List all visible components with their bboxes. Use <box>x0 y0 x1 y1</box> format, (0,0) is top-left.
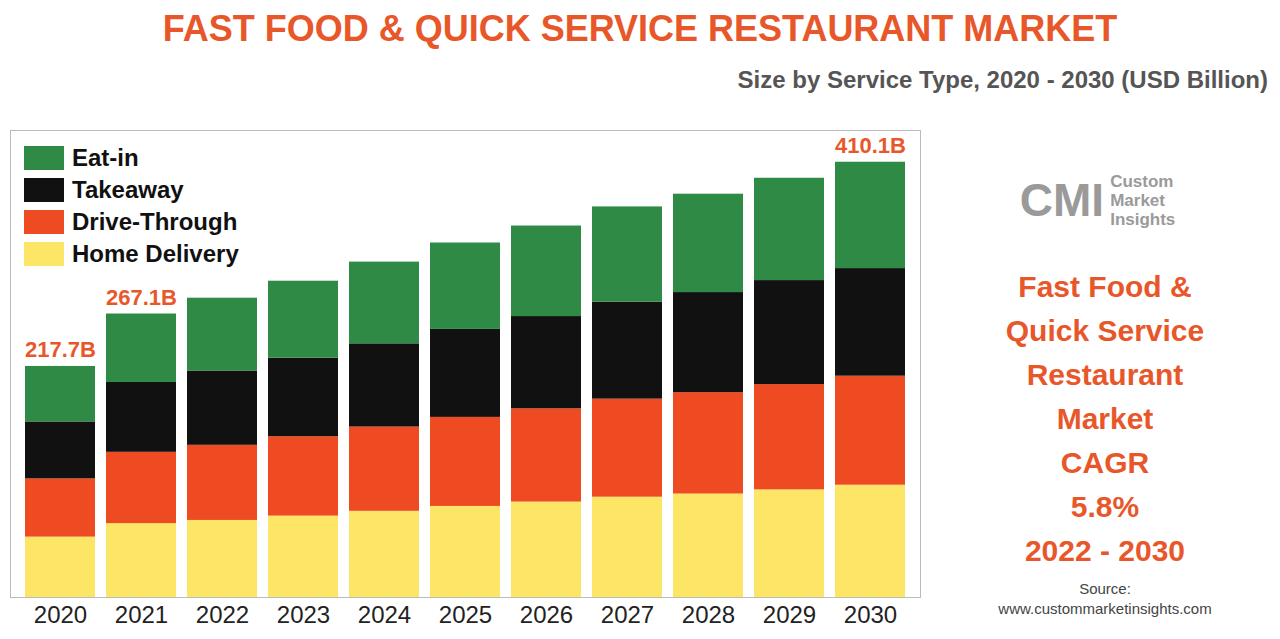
svg-text:2027: 2027 <box>601 601 654 628</box>
html-text:CMI: CMI <box>1019 174 1105 226</box>
html-text:2022 - 2030: 2022 - 2030 <box>1024 534 1186 567</box>
html-text:Market: Market <box>1056 402 1154 435</box>
html-text:Restaurant: Restaurant <box>1026 358 1184 391</box>
html-text:FAST FOOD & QUICK SERVICE REST: FAST FOOD & QUICK SERVICE RESTAURANT MAR… <box>162 8 1118 49</box>
html-text:CAGR: CAGR <box>1060 446 1150 479</box>
svg-text:410.1B: 410.1B <box>835 133 906 158</box>
svg-text:2022: 2022 <box>196 601 249 628</box>
html-text:Custom Market Insights: Custom Market Insights <box>1110 171 1176 229</box>
svg-text:2030: 2030 <box>844 601 897 628</box>
html-text:5.8%: 5.8% <box>1070 490 1140 523</box>
svg-text:2025: 2025 <box>439 601 492 628</box>
html-text:Eat-in: Eat-in <box>72 144 139 171</box>
svg-text:2020: 2020 <box>34 601 87 628</box>
html-text:www.custommarketinsights.com: www.custommarketinsights.com <box>998 600 1212 617</box>
svg-text:2029: 2029 <box>763 601 816 628</box>
html-text:Home Delivery: Home Delivery <box>72 240 239 267</box>
svg-text:267.1B: 267.1B <box>106 285 177 310</box>
svg-text:2026: 2026 <box>520 601 573 628</box>
html-text:Quick Service: Quick Service <box>1005 314 1205 347</box>
html-text:Fast Food &: Fast Food & <box>1018 270 1192 303</box>
svg-text:2021: 2021 <box>115 601 168 628</box>
svg-text:217.7B: 217.7B <box>25 337 96 362</box>
svg-text:2024: 2024 <box>358 601 411 628</box>
svg-text:2028: 2028 <box>682 601 735 628</box>
html-text:Drive-Through: Drive-Through <box>72 208 238 235</box>
svg-text:2023: 2023 <box>277 601 330 628</box>
html-text:Takeaway: Takeaway <box>72 176 184 203</box>
html-text:Size by Service Type, 2020 - 2: Size by Service Type, 2020 - 2030 (USD B… <box>737 66 1268 93</box>
html-text:Source:: Source: <box>1079 580 1131 597</box>
